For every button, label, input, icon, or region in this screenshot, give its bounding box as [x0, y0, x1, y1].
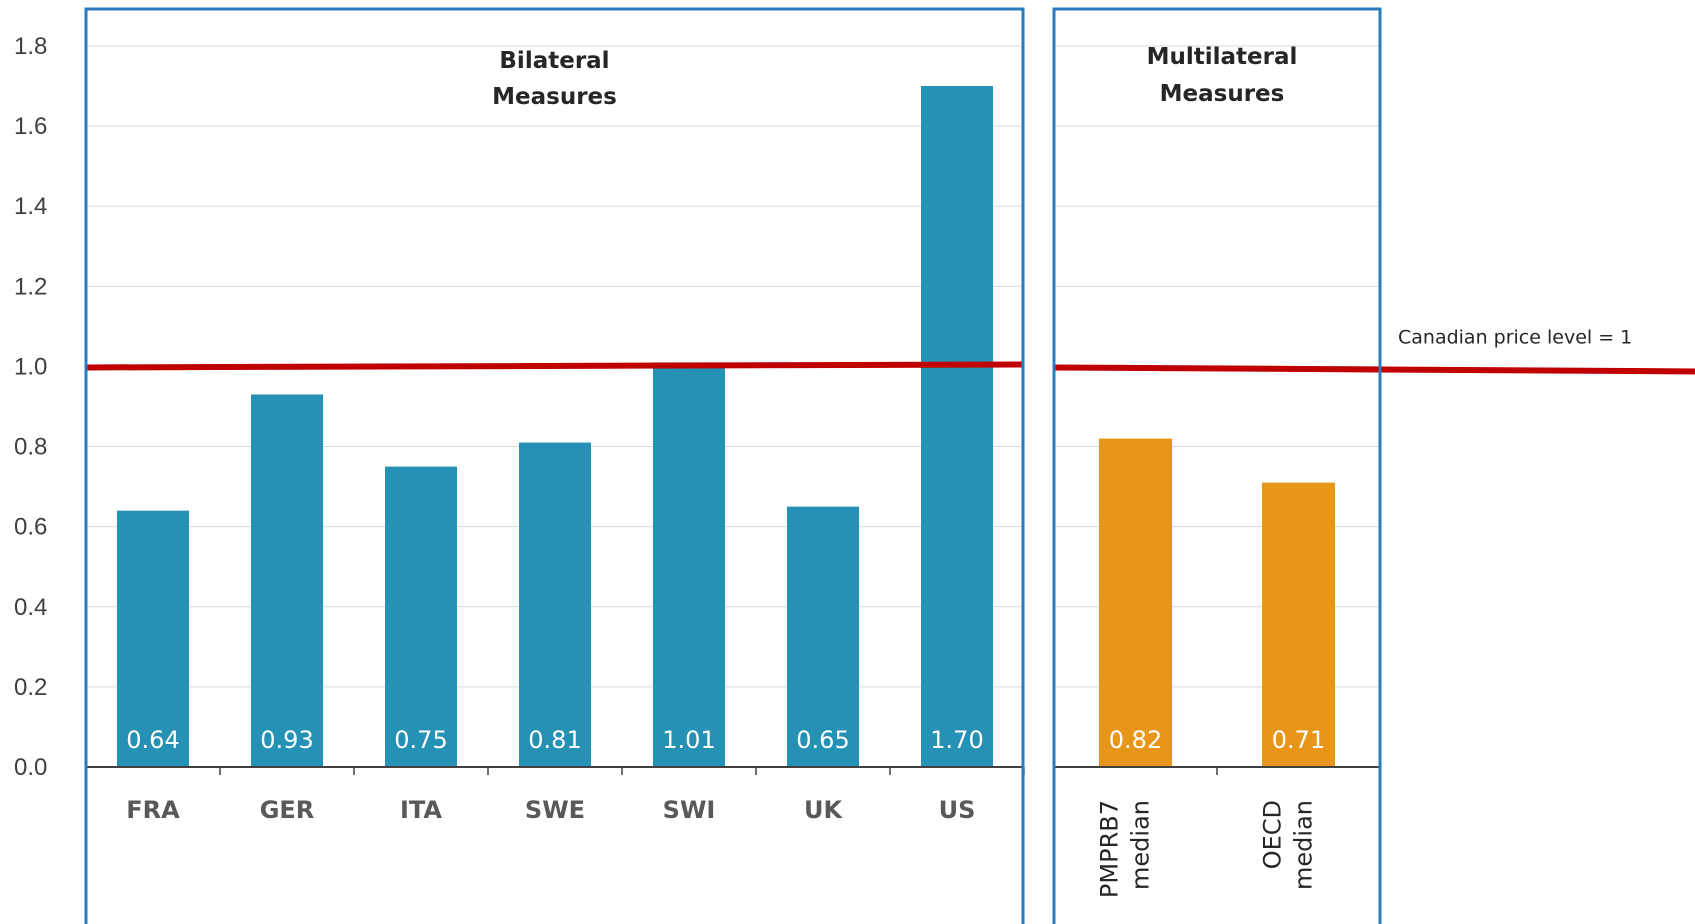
y-axis: 0.0 0.2 0.4 0.6 0.8 1.0 1.2 1.4 1.6 1.8	[14, 33, 47, 781]
bar	[921, 86, 993, 768]
bar	[653, 362, 725, 767]
x-axis	[86, 766, 1381, 775]
category-label: PMPRB7	[1096, 800, 1124, 898]
data-label: 0.65	[796, 726, 849, 754]
category-label: UK	[804, 796, 843, 824]
data-label: 0.71	[1272, 726, 1325, 754]
y-tick-label: 0.2	[14, 674, 47, 701]
data-label: 0.81	[528, 726, 581, 754]
bar	[519, 442, 591, 767]
category-label: median	[1127, 800, 1155, 890]
data-label: 0.64	[126, 726, 179, 754]
y-tick-label: 1.4	[14, 193, 47, 220]
y-tick-label: 1.6	[14, 113, 47, 140]
reference-line	[1053, 364, 1695, 375]
category-label: OECD	[1259, 800, 1287, 869]
bar	[385, 466, 457, 767]
data-label: 0.75	[394, 726, 447, 754]
panel-frame	[84, 7, 1025, 924]
category-label: SWE	[525, 796, 585, 824]
y-tick-label: 1.8	[14, 33, 47, 60]
bar	[787, 506, 859, 767]
y-tick-label: 1.0	[14, 353, 47, 380]
y-tick-label: 0.8	[14, 434, 47, 461]
bar	[117, 510, 189, 767]
bar	[251, 394, 323, 767]
y-tick-label: 1.2	[14, 273, 47, 300]
data-label: 0.93	[260, 726, 313, 754]
data-label: 1.01	[662, 726, 715, 754]
reference-line-group: Canadian price level = 1	[85, 326, 1695, 375]
y-tick-label: 0.6	[14, 514, 47, 541]
data-label: 1.70	[930, 726, 983, 754]
labels: Bilateral Measures 0.64 FRA 0.93 GER 0.75 ITA 0.…	[126, 44, 1325, 898]
panel-frame	[1052, 7, 1382, 924]
bar	[1099, 438, 1172, 767]
panel-title: Measures	[492, 84, 617, 110]
y-tick-label: 0.4	[14, 594, 47, 621]
category-label: US	[939, 796, 976, 824]
bars	[117, 86, 1335, 768]
panel-title: Measures	[1160, 81, 1285, 107]
category-label: SWI	[663, 796, 716, 824]
panel-title: Multilateral	[1147, 44, 1298, 70]
reference-line-label: Canadian price level = 1	[1398, 326, 1632, 348]
category-label: FRA	[126, 796, 180, 824]
category-label: median	[1290, 800, 1318, 890]
y-tick-label: 0.0	[14, 754, 47, 781]
category-label: GER	[260, 796, 315, 824]
data-label: 0.82	[1109, 726, 1162, 754]
bar	[1262, 482, 1335, 767]
reference-line	[85, 361, 1024, 371]
category-label: ITA	[400, 796, 442, 824]
panel-title: Bilateral	[499, 48, 609, 74]
panel-frames	[84, 7, 1382, 924]
